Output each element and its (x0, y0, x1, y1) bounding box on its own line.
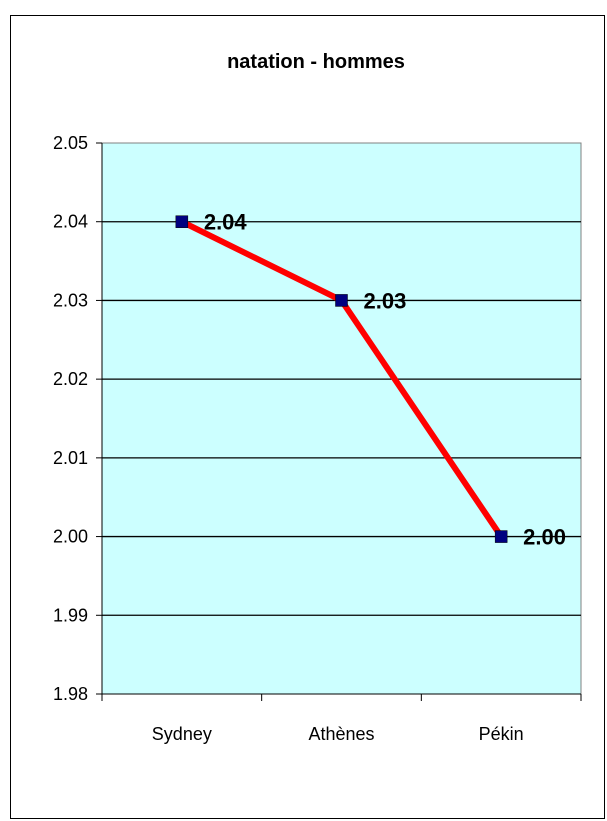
y-tick-label-0: 1.98 (53, 684, 88, 704)
data-point-2 (494, 530, 508, 543)
data-label-1: 2.03 (364, 288, 407, 313)
data-label-2: 2.00 (523, 525, 566, 550)
x-tick-label-0: Sydney (152, 724, 212, 744)
plot-area-group: 1.98 1.99 2.00 2.01 2.02 2.03 2.04 2.05 Sydney At… (53, 133, 582, 744)
y-tick-label-1: 1.99 (53, 605, 88, 625)
data-point-1 (335, 294, 348, 307)
data-label-0: 2.04 (204, 210, 248, 235)
y-tick-label-6: 2.04 (53, 212, 88, 232)
x-tick-label-1: Athènes (308, 724, 374, 744)
data-point-0 (175, 215, 189, 228)
x-tick-label-2: Pékin (479, 724, 524, 744)
chart-title: natation - hommes (227, 51, 405, 73)
y-tick-label-4: 2.02 (53, 369, 88, 389)
y-tick-label-2: 2.00 (53, 527, 88, 547)
y-tick-label-3: 2.01 (53, 448, 88, 468)
y-tick-label-7: 2.05 (53, 133, 88, 153)
y-tick-label-5: 2.03 (53, 290, 88, 310)
plot-background (101, 142, 582, 695)
